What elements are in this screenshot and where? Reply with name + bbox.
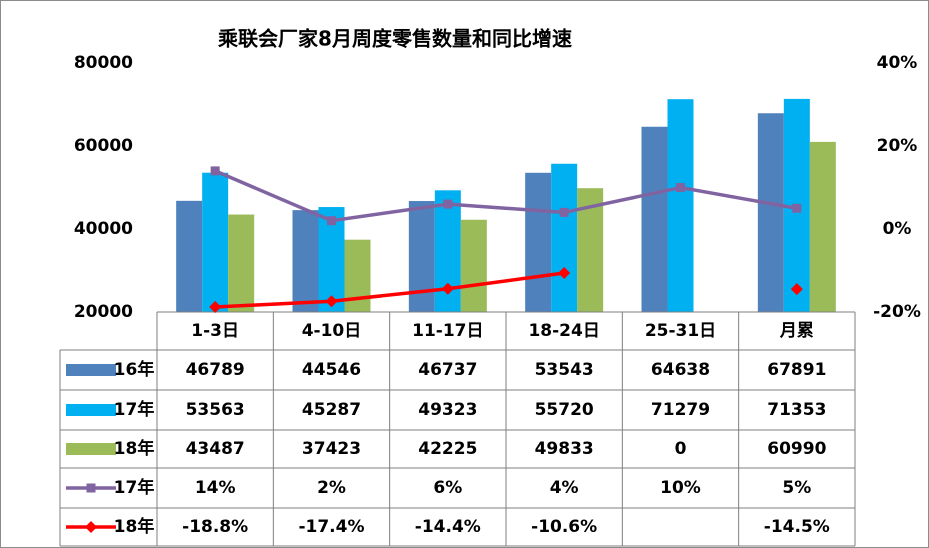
table-value: 67891 <box>767 360 826 380</box>
marker <box>558 266 571 279</box>
table-value: 2% <box>317 478 346 498</box>
table-value: -14.4% <box>415 517 481 537</box>
table-value: 60990 <box>767 439 826 459</box>
bar <box>641 126 668 312</box>
table-value: 46789 <box>186 360 245 380</box>
x-tick-label: 4-10日 <box>302 321 362 341</box>
y2-tick-label: 20% <box>877 136 918 156</box>
table-value: 42225 <box>418 439 477 459</box>
bar <box>344 239 371 312</box>
bar <box>667 99 694 312</box>
legend-key <box>66 404 116 416</box>
bar <box>525 172 552 312</box>
marker <box>441 282 454 295</box>
legend-key <box>86 483 96 493</box>
table-value: 37423 <box>302 439 361 459</box>
y2-tick-label: 40% <box>877 53 918 73</box>
table-value: 45287 <box>302 400 361 420</box>
table-value: 53563 <box>186 400 245 420</box>
x-tick-label: 25-31日 <box>645 321 716 341</box>
y2-tick-label: 0% <box>883 219 912 239</box>
y-tick-label: 20000 <box>74 302 133 322</box>
bar <box>176 200 203 312</box>
table-value: 53543 <box>535 360 594 380</box>
table-value: 6% <box>433 478 462 498</box>
marker <box>790 283 803 296</box>
bar <box>202 172 229 312</box>
table-value: -14.5% <box>764 517 830 537</box>
table-value: 55720 <box>535 400 594 420</box>
marker <box>792 203 802 213</box>
legend-label: 17年 <box>114 477 155 498</box>
marker <box>327 216 336 226</box>
legend-label: 18年 <box>114 438 155 459</box>
table-value: 0 <box>675 439 687 459</box>
marker <box>209 301 222 314</box>
chart-title: 乘联会厂家8月周度零售数量和同比增速 <box>217 27 572 51</box>
table-value: -17.4% <box>298 517 364 537</box>
table-value: 14% <box>195 478 236 498</box>
table-value: 44546 <box>302 360 361 380</box>
x-tick-label: 月累 <box>779 321 814 341</box>
bar <box>460 219 487 312</box>
y2-tick-label: -20% <box>873 302 921 322</box>
marker <box>325 295 338 308</box>
marker <box>559 207 569 217</box>
x-tick-label: 11-17日 <box>412 321 483 341</box>
plot-area <box>176 98 836 312</box>
x-tick-label: 1-3日 <box>191 321 239 341</box>
table-value: 4% <box>550 478 579 498</box>
table-value: 46737 <box>418 360 477 380</box>
legend-key <box>66 443 116 455</box>
legend-label: 18年 <box>114 516 155 537</box>
legend-key <box>85 521 97 533</box>
table-value: 71353 <box>767 400 826 420</box>
table-value: -18.8% <box>182 517 248 537</box>
y-tick-label: 60000 <box>74 136 133 156</box>
table-value: 5% <box>782 478 811 498</box>
line <box>214 169 798 223</box>
legend-label: 16年 <box>114 359 155 380</box>
y-tick-label: 40000 <box>74 219 133 239</box>
table-value: 71279 <box>651 400 710 420</box>
table-value: -10.6% <box>531 517 597 537</box>
y-tick-label: 80000 <box>74 53 133 73</box>
legend-key <box>66 364 116 376</box>
table-value: 49833 <box>535 439 594 459</box>
x-tick-label: 18-24日 <box>528 321 599 341</box>
bar <box>292 210 319 312</box>
marker <box>210 166 220 176</box>
table-value: 49323 <box>418 400 477 420</box>
table-value: 43487 <box>186 439 245 459</box>
bar <box>408 201 435 312</box>
table-value: 10% <box>660 478 701 498</box>
bar <box>809 141 836 312</box>
legend-label: 17年 <box>114 399 155 420</box>
marker <box>443 199 453 209</box>
bar <box>551 163 578 312</box>
bar <box>757 113 784 312</box>
bar <box>228 214 255 312</box>
table-value: 64638 <box>651 360 710 380</box>
marker <box>676 183 685 192</box>
